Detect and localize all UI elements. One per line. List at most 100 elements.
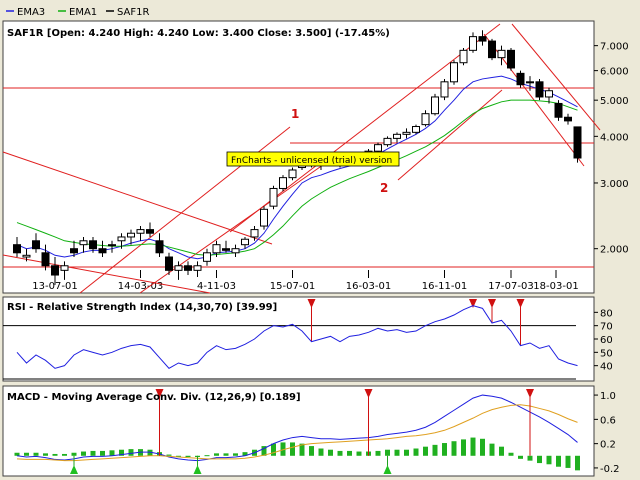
- candle-body: [459, 49, 468, 64]
- candle-body: [260, 208, 268, 227]
- macd-histogram-bar: [489, 443, 495, 456]
- legend-label-saf1r: SAF1R: [117, 7, 149, 18]
- rsi-panel: [2, 296, 595, 382]
- legend-label-ema3: EMA3: [17, 7, 45, 18]
- candle-body: [203, 252, 211, 262]
- macd-histogram-bar: [537, 455, 542, 464]
- rsi-y-tick-label: 50: [600, 348, 613, 359]
- candle-body: [155, 240, 164, 254]
- legend-label-ema1: EMA1: [69, 7, 97, 18]
- macd-histogram-bar: [214, 453, 219, 456]
- candle-body: [241, 238, 249, 246]
- candle-body: [146, 229, 154, 234]
- candle-body: [22, 254, 31, 258]
- price-panel-title: SAF1R [Open: 4.240 High: 4.240 Low: 3.40…: [7, 28, 390, 39]
- candle-body: [545, 90, 553, 98]
- candle-body: [193, 265, 202, 271]
- watermark-text: FnCharts - unlicensed (trial) version: [231, 156, 392, 166]
- macd-histogram-bar: [119, 449, 124, 456]
- price-x-tick-label: 4-11-03: [197, 281, 236, 292]
- candle-body: [573, 126, 582, 159]
- macd-y-axis: 1.0 0.6 0.2 -0.2: [594, 391, 620, 475]
- macd-markers: [70, 389, 534, 474]
- candle-body: [288, 169, 297, 179]
- rsi-line: [16, 305, 578, 369]
- macd-histogram-bar: [442, 443, 447, 456]
- candle-body: [497, 49, 506, 59]
- macd-buy-marker: [383, 465, 392, 474]
- uptrend-line-2b: [397, 89, 503, 181]
- price-y-axis: 7.000 6.000 5.000 4.000 3.000 2.000: [594, 42, 629, 256]
- macd-histogram-bar: [356, 451, 362, 456]
- macd-histogram-bar: [52, 453, 58, 456]
- macd-histogram-bar: [147, 449, 153, 456]
- macd-y-tick-label: 0.2: [600, 440, 616, 451]
- candle-body: [98, 248, 107, 254]
- price-y-tick-label: 3.000: [600, 179, 629, 190]
- watermark: FnCharts - unlicensed (trial) version: [226, 151, 400, 167]
- macd-y-tick-label: -0.2: [600, 464, 620, 475]
- macd-histogram-bar: [100, 450, 105, 456]
- macd-panel-title: MACD - Moving Average Conv. Div. (12,26,…: [7, 392, 301, 403]
- rsi-y-tick-label: 70: [600, 322, 613, 333]
- macd-histogram-bar: [556, 455, 561, 467]
- trend-label-2: 2: [380, 181, 388, 195]
- rsi-y-tick-label: 60: [600, 335, 613, 346]
- macd-histogram-bar: [470, 437, 476, 456]
- macd-histogram-bar: [527, 455, 533, 461]
- macd-histogram-bar: [109, 450, 115, 456]
- macd-histogram-bar: [299, 443, 305, 456]
- macd-histogram-bar: [499, 446, 504, 456]
- macd-histogram-bar: [166, 454, 172, 456]
- macd-histogram-bar: [318, 448, 324, 456]
- candle-body: [32, 240, 40, 250]
- uptrend-line-1b: [139, 159, 331, 294]
- price-y-tick-label: 6.000: [600, 67, 629, 78]
- candle-body: [127, 232, 135, 238]
- candle-body: [79, 240, 88, 246]
- candle-body: [421, 113, 430, 126]
- macd-histogram-bar: [385, 449, 390, 456]
- macd-histogram-bar: [546, 455, 552, 465]
- legend: EMA3 EMA1 SAF1R: [6, 7, 149, 18]
- rsi-y-axis: 80 70 60 50 40: [594, 308, 613, 373]
- candle-body: [516, 72, 525, 86]
- rsi-y-tick-label: 80: [600, 308, 613, 319]
- price-y-tick-label: 4.000: [600, 132, 629, 143]
- candle-body: [507, 49, 515, 69]
- macd-histogram-bar: [451, 441, 457, 456]
- macd-histogram-bar: [185, 455, 191, 457]
- macd-histogram-bar: [81, 451, 86, 456]
- macd-histogram-bar: [413, 448, 419, 456]
- macd-histogram-bar: [71, 452, 77, 456]
- price-y-tick-label: 2.000: [600, 245, 629, 256]
- candle-body: [431, 96, 439, 115]
- macd-histogram-bar: [62, 453, 67, 456]
- downtrend-line-3b: [511, 23, 601, 131]
- candle-body: [374, 144, 382, 152]
- rsi-signal-marker: [469, 299, 477, 308]
- candle-body: [554, 102, 563, 118]
- candle-body: [564, 116, 572, 122]
- macd-histogram-bar: [290, 442, 295, 456]
- downtrend-line-lower: [2, 254, 211, 294]
- candle-body: [13, 244, 21, 254]
- candle-body: [212, 244, 221, 254]
- candle-body: [222, 248, 230, 251]
- macd-histogram-bar: [480, 438, 485, 456]
- price-x-tick-label: 14-03-03: [118, 281, 163, 292]
- candle-body: [136, 229, 145, 234]
- price-x-tick-label: 13-07-01: [32, 281, 77, 292]
- macd-histogram-bar: [423, 446, 428, 456]
- candle-body: [279, 177, 287, 189]
- macd-histogram-bar: [242, 452, 248, 456]
- macd-sell-marker: [364, 389, 373, 398]
- axis-gutter: [595, 21, 639, 476]
- macd-histogram-bar: [575, 455, 580, 471]
- candle-body: [51, 265, 59, 276]
- macd-histogram: [14, 437, 580, 471]
- candle-body: [402, 131, 411, 135]
- trend-lines: [2, 23, 601, 294]
- macd-histogram-bar: [347, 450, 352, 456]
